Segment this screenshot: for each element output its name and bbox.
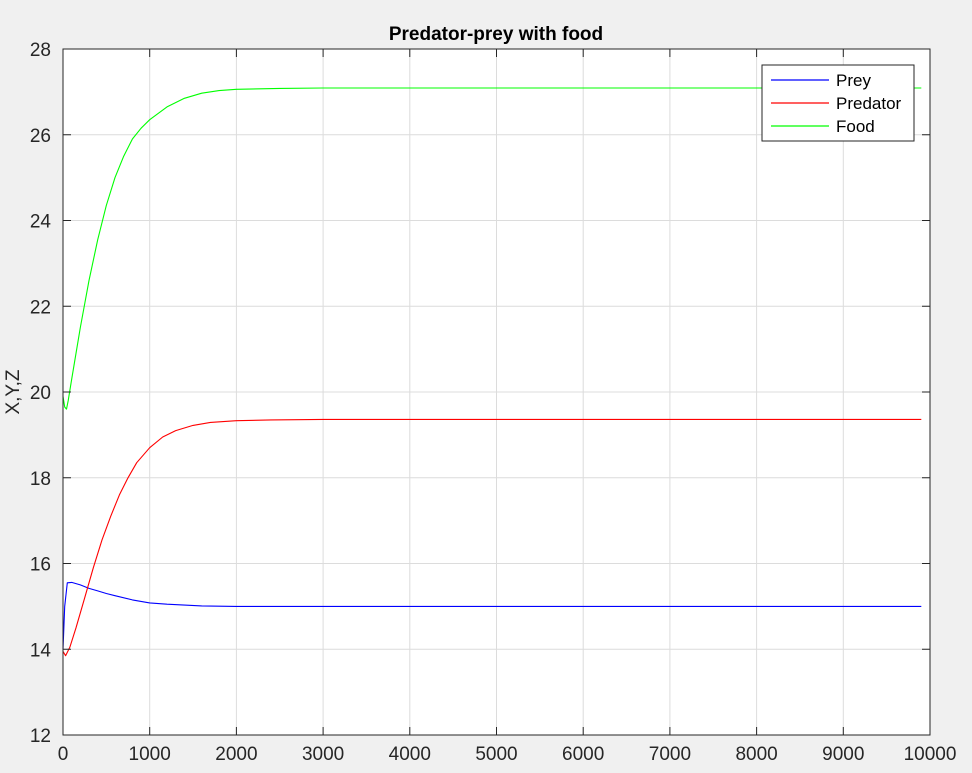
- y-tick-label: 12: [30, 726, 51, 747]
- x-tick-label: 4000: [389, 744, 431, 765]
- legend-label-food: Food: [836, 117, 875, 136]
- y-axis-label: X,Y,Z: [3, 369, 24, 414]
- x-tick-label: 3000: [302, 744, 344, 765]
- x-tick-label: 9000: [822, 744, 864, 765]
- x-tick-label: 1000: [129, 744, 171, 765]
- legend-label-prey: Prey: [836, 71, 871, 90]
- x-tick-label: 0: [58, 744, 69, 765]
- x-tick-label: 2000: [215, 744, 257, 765]
- legend[interactable]: Prey Predator Food: [761, 64, 915, 142]
- x-axis-ticks: 0 1000 2000 3000 4000 5000 6000 7000 8000 9000 100…: [58, 49, 957, 765]
- series-line-predator: [62, 418, 922, 657]
- y-tick-label: 18: [30, 469, 51, 490]
- y-tick-label: 16: [30, 555, 51, 576]
- series-line-food: [62, 87, 922, 410]
- y-tick-label: 14: [30, 640, 52, 661]
- y-tick-label: 28: [30, 40, 51, 61]
- chart-title: Predator-prey with food: [389, 24, 603, 45]
- legend-label-predator: Predator: [836, 94, 902, 113]
- x-tick-label: 8000: [735, 744, 777, 765]
- y-tick-label: 20: [30, 383, 51, 404]
- x-tick-label: 6000: [562, 744, 604, 765]
- series-line-prey: [62, 581, 922, 650]
- legend-box: [761, 64, 915, 142]
- series-lines: [62, 87, 922, 657]
- x-tick-label: 5000: [475, 744, 517, 765]
- y-tick-label: 24: [30, 212, 52, 233]
- x-tick-label: 10000: [904, 744, 957, 765]
- y-axis-ticks: 12 14 16 18 20 22 24 26 28: [30, 40, 930, 747]
- y-tick-label: 26: [30, 126, 51, 147]
- y-tick-label: 22: [30, 297, 51, 318]
- x-tick-label: 7000: [649, 744, 691, 765]
